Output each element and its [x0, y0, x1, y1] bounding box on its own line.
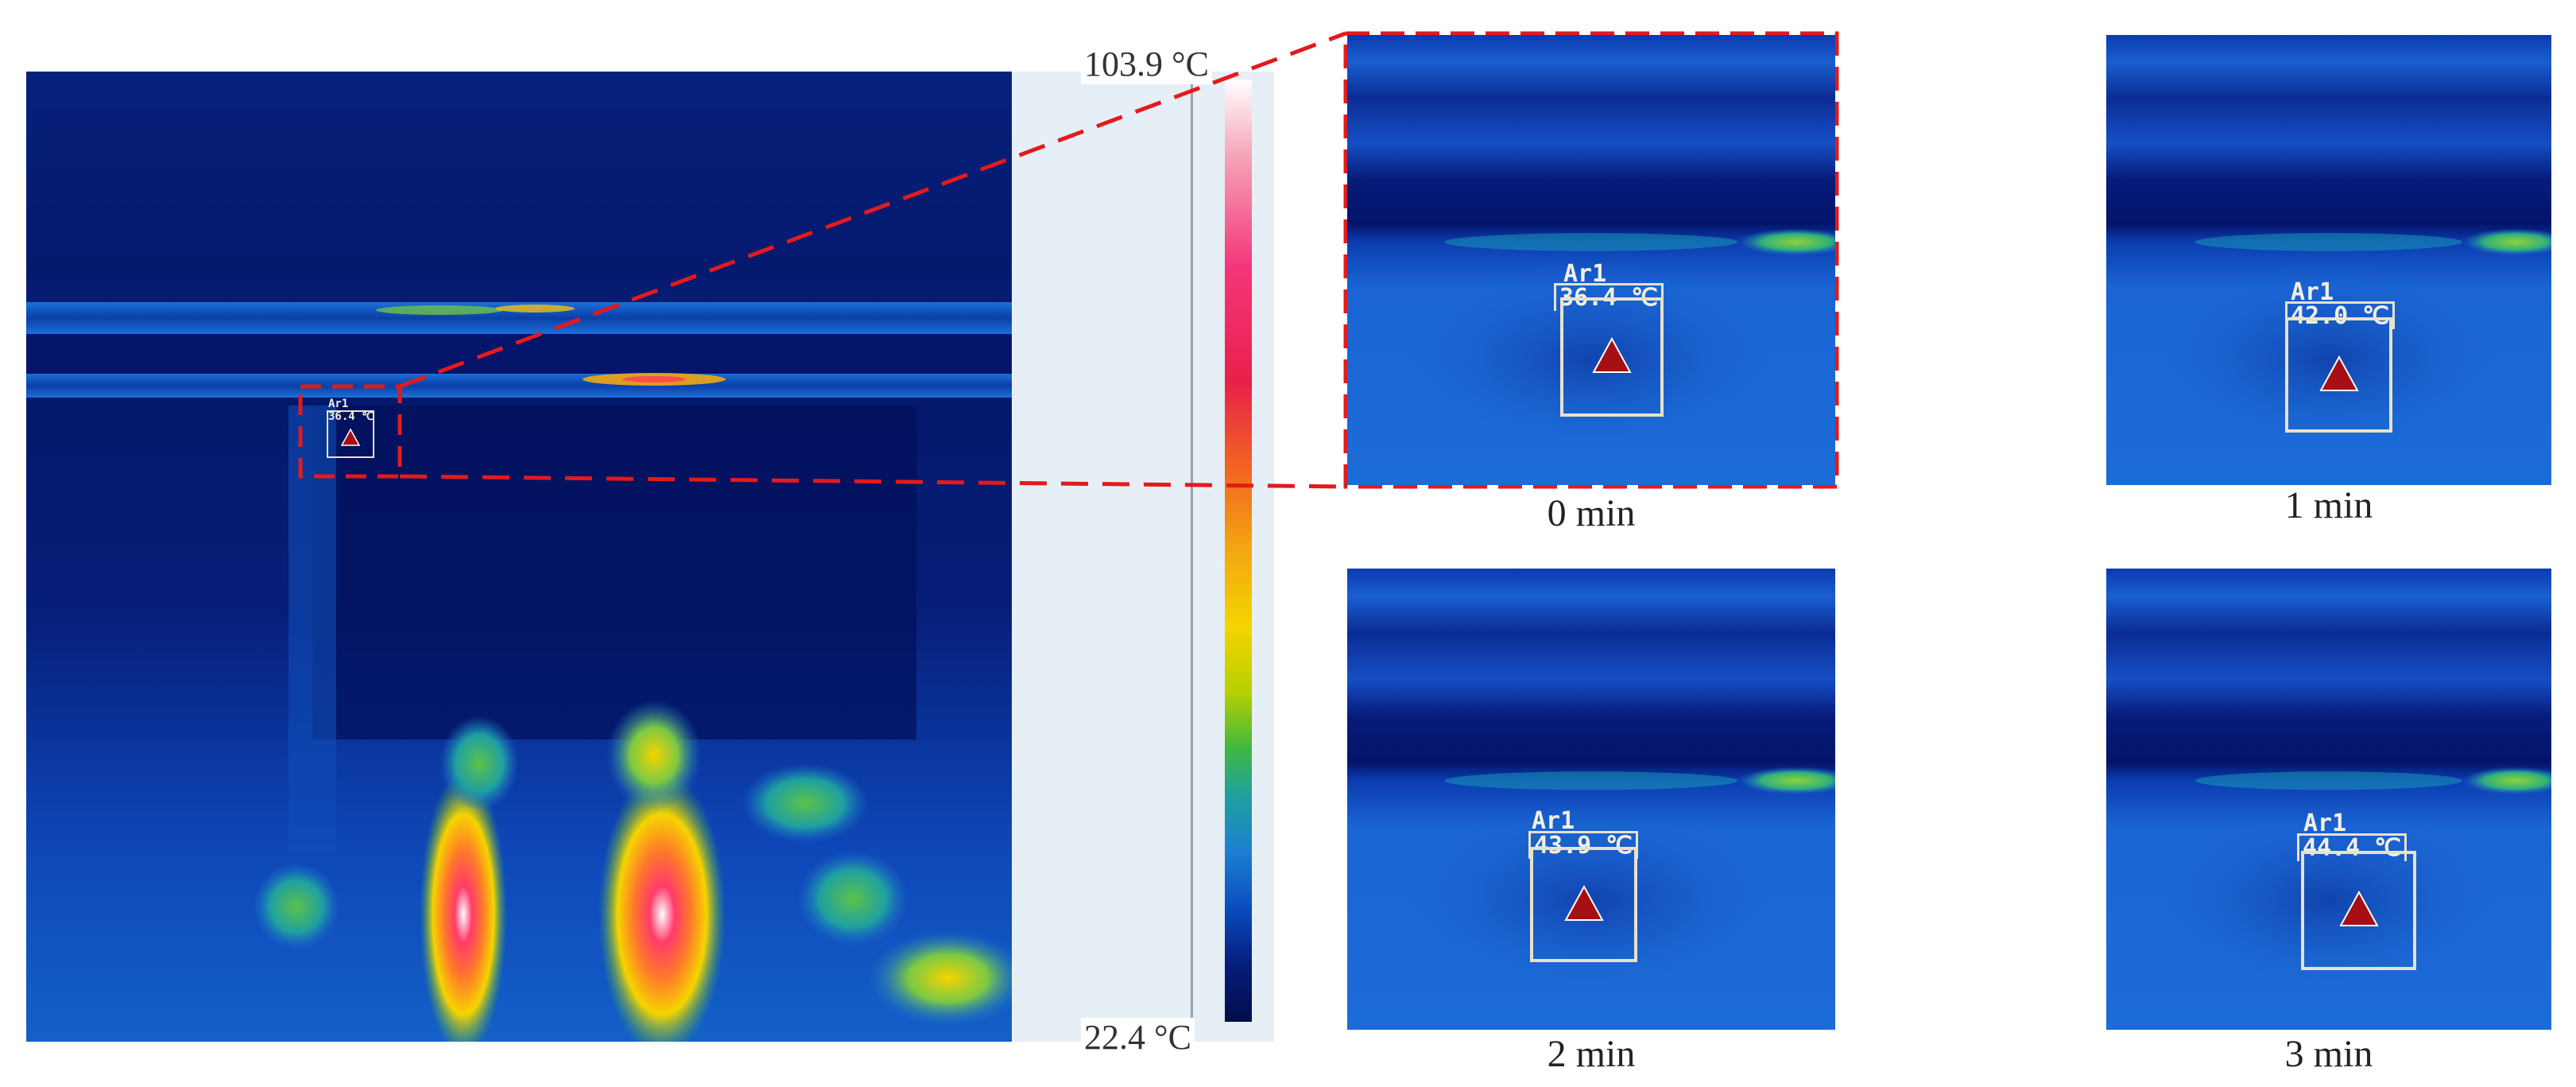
panel-area-label: Ar1	[2303, 809, 2347, 837]
panel-measure-box	[1530, 847, 1637, 962]
panel-area-label: Ar1	[2291, 278, 2334, 306]
thermal-panel-2: Ar1 43.9 ℃	[1347, 569, 1835, 1030]
zoom-connector-bottom	[399, 474, 1346, 489]
panel-measure-box	[2301, 851, 2416, 970]
panel-time-label: 3 min	[2284, 1033, 2373, 1075]
overview-ar1-box	[327, 410, 374, 458]
panel-time-label: 1 min	[2284, 484, 2373, 526]
thermal-panel-3: Ar1 44.4 ℃	[2106, 569, 2551, 1030]
triangle-marker-icon	[2318, 355, 2359, 391]
triangle-marker-icon	[1592, 336, 1632, 373]
overview-ar1-label: Ar1	[328, 398, 349, 410]
panel-time-label: 0 min	[1547, 492, 1636, 534]
scale-divider	[1191, 72, 1193, 1042]
overview-triangle-marker-icon	[340, 428, 361, 446]
panel-temp-readout: 44.4 ℃	[2297, 833, 2407, 861]
overview-thermal-image: Ar1 36.4 ℃	[26, 72, 1012, 1042]
panel-heatmap	[1347, 35, 1835, 485]
panel-measure-box	[2285, 317, 2392, 433]
temperature-scale	[1012, 72, 1274, 1042]
panel-temp-readout: 43.9 ℃	[1528, 831, 1638, 859]
scale-max-label: 103.9 °C	[1081, 45, 1212, 84]
scale-colorbar	[1225, 80, 1252, 1022]
panel-heatmap	[2106, 35, 2551, 485]
panel-measure-box	[1560, 297, 1664, 417]
panel-time-label: 2 min	[1547, 1033, 1636, 1075]
panel-temp-readout: 42.0 ℃	[2285, 301, 2395, 329]
overview-ar1-temp: 36.4 ℃	[328, 410, 374, 423]
zoom-source-frame	[298, 384, 402, 479]
panel-heatmap	[1347, 569, 1835, 1030]
zoom-connector-top	[399, 31, 1346, 389]
panel-area-label: Ar1	[1563, 260, 1607, 288]
overview-thermal-heatmap	[26, 72, 1012, 1042]
panel-heatmap	[2106, 569, 2551, 1030]
triangle-marker-icon	[2338, 890, 2379, 926]
overview-ar1-marker: Ar1 36.4 ℃	[327, 398, 390, 469]
panel-area-label: Ar1	[1532, 807, 1575, 835]
scale-min-label: 22.4 °C	[1081, 1018, 1195, 1058]
triangle-marker-icon	[1563, 884, 1604, 921]
zoom-target-frame	[1343, 31, 1839, 489]
thermal-panel-1: Ar1 42.0 ℃	[2106, 35, 2551, 485]
thermal-panel-0: Ar1 36.4 ℃	[1347, 35, 1835, 485]
